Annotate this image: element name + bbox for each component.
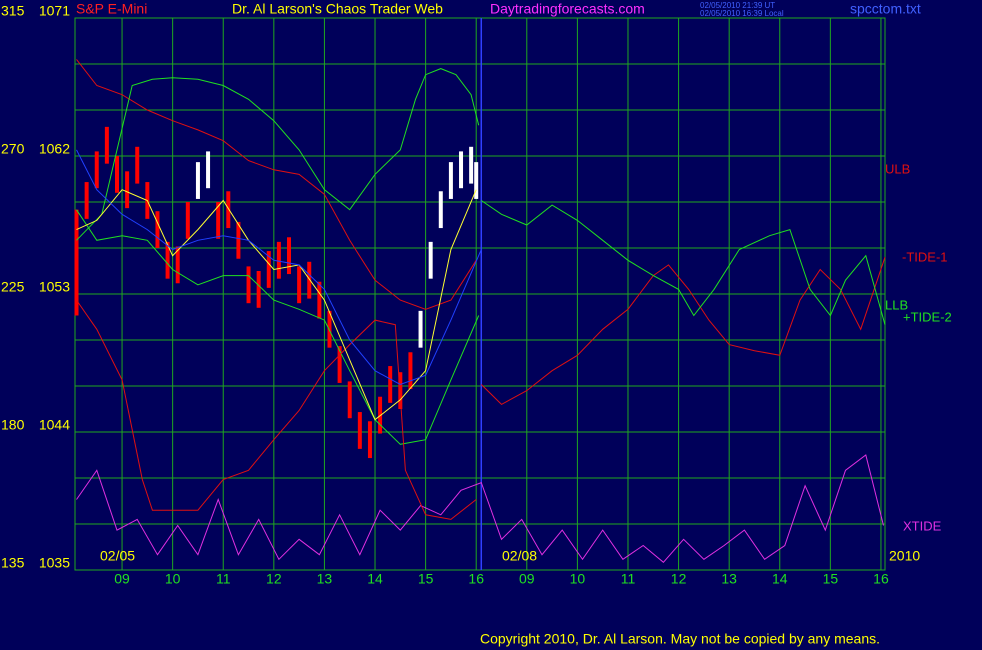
y2-tick-label: 315 — [1, 3, 25, 19]
series-label: +TIDE-2 — [903, 309, 952, 324]
y-tick-label: 1062 — [39, 141, 70, 157]
x-tick-label: 10 — [570, 571, 586, 587]
x-tick-label: 12 — [671, 571, 687, 587]
y2-tick-label: 225 — [1, 279, 25, 295]
series-line — [76, 59, 477, 310]
x-tick-label: 15 — [823, 571, 839, 587]
y2-tick-label: 180 — [1, 417, 25, 433]
x-tick-label: 16 — [468, 571, 484, 587]
timestamp: 02/05/2010 16:39 Local — [700, 9, 784, 18]
series-line — [76, 189, 477, 421]
series-line — [76, 454, 884, 563]
y-tick-label: 1053 — [39, 279, 70, 295]
x-tick-label: 11 — [621, 571, 636, 587]
y2-tick-label: 270 — [1, 141, 25, 157]
chart-title: Dr. Al Larson's Chaos Trader Web — [232, 1, 443, 17]
series-label: XTIDE — [903, 518, 942, 533]
series-line — [76, 149, 482, 386]
x-tick-label: 15 — [418, 571, 434, 587]
file-name: spcctom.txt — [850, 1, 921, 17]
x-tick-label: 09 — [519, 571, 535, 587]
x-tick-label: 14 — [772, 571, 788, 587]
x-tick-label: 11 — [216, 571, 231, 587]
x-tick-label: 13 — [721, 571, 737, 587]
y-tick-label: 1071 — [39, 3, 70, 19]
series-line — [76, 68, 480, 241]
instrument: S&P E-Mini — [76, 1, 147, 17]
site: Daytradingforecasts.com — [490, 1, 645, 17]
date-label: 2010 — [889, 548, 920, 564]
series-line — [76, 299, 477, 520]
y2-tick-label: 135 — [1, 555, 25, 571]
date-label: 02/08 — [502, 548, 537, 564]
x-tick-label: 09 — [114, 571, 130, 587]
x-tick-label: 13 — [317, 571, 333, 587]
series-label: LLB — [885, 297, 908, 312]
x-tick-label: 10 — [165, 571, 181, 587]
date-label: 02/05 — [100, 548, 135, 564]
series-line — [480, 257, 886, 406]
y-tick-label: 1035 — [39, 555, 70, 571]
timestamp: 02/05/2010 21:39 UT — [700, 1, 775, 10]
y-tick-label: 1044 — [39, 417, 70, 433]
series-line — [481, 200, 886, 325]
series-label: -TIDE-1 — [902, 249, 948, 264]
series-line — [76, 209, 480, 445]
x-tick-label: 16 — [873, 571, 889, 587]
series-label: ULB — [885, 161, 910, 176]
x-tick-label: 14 — [367, 571, 383, 587]
x-tick-label: 12 — [266, 571, 282, 587]
copyright: Copyright 2010, Dr. Al Larson. May not b… — [480, 631, 880, 647]
